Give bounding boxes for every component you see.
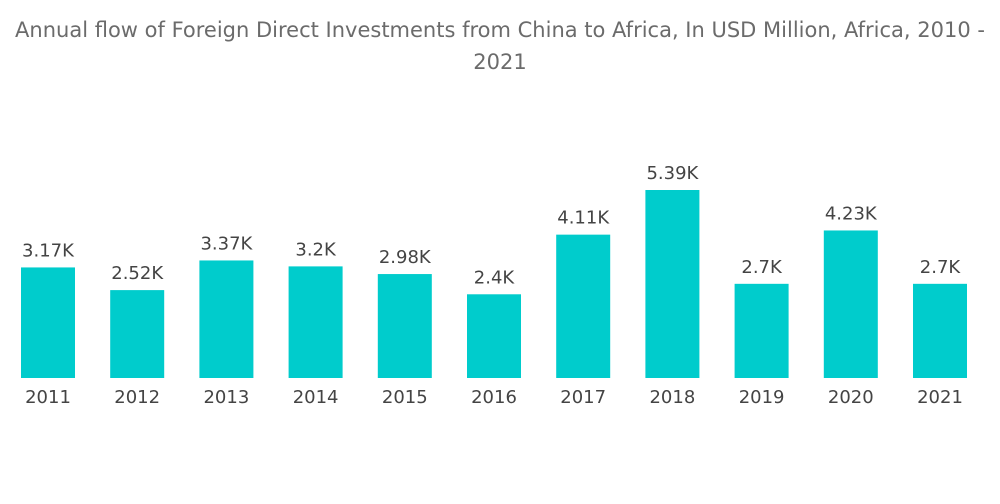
bar-2020 [823,230,878,378]
bar-2013 [199,260,254,378]
chart-title-line1: Annual flow of Foreign Direct Investment… [15,18,985,42]
x-tick-label-2012: 2012 [114,387,160,408]
data-label-2020: 4.23K [825,203,878,224]
x-tick-label-2017: 2017 [560,387,606,408]
data-label-2019: 2.7K [741,257,783,278]
bar-2014 [288,266,343,378]
x-tick-label-2021: 2021 [917,387,963,408]
data-label-2013: 3.37K [200,233,253,254]
bar-2016 [467,294,521,378]
x-tick-label-2020: 2020 [828,387,874,408]
x-tick-label-2013: 2013 [203,387,249,408]
x-tick-label-2016: 2016 [471,387,517,408]
x-tick-label-2019: 2019 [739,387,785,408]
data-label-2011: 3.17K [22,240,75,261]
bar-2011 [21,267,75,378]
data-label-2017: 4.11K [557,208,610,229]
data-label-2012: 2.52K [111,263,164,284]
data-label-2021: 2.7K [920,257,962,278]
bar-2018 [645,190,700,378]
bar-2017 [556,234,611,378]
bar-2015 [377,274,432,378]
data-label-2018: 5.39K [646,163,699,184]
bar-2012 [110,290,165,378]
data-label-2015: 2.98K [379,247,432,268]
x-tick-label-2018: 2018 [649,387,695,408]
x-tick-label-2014: 2014 [293,387,339,408]
x-tick-label-2015: 2015 [382,387,428,408]
chart-title: Annual flow of Foreign Direct Investment… [0,14,1000,78]
bar-2019 [734,283,789,378]
chart-title-line2: 2021 [473,50,527,74]
bar-2021 [913,283,967,378]
x-tick-label-2011: 2011 [25,387,71,408]
data-label-2014: 3.2K [295,239,337,260]
data-label-2016: 2.4K [474,267,516,288]
